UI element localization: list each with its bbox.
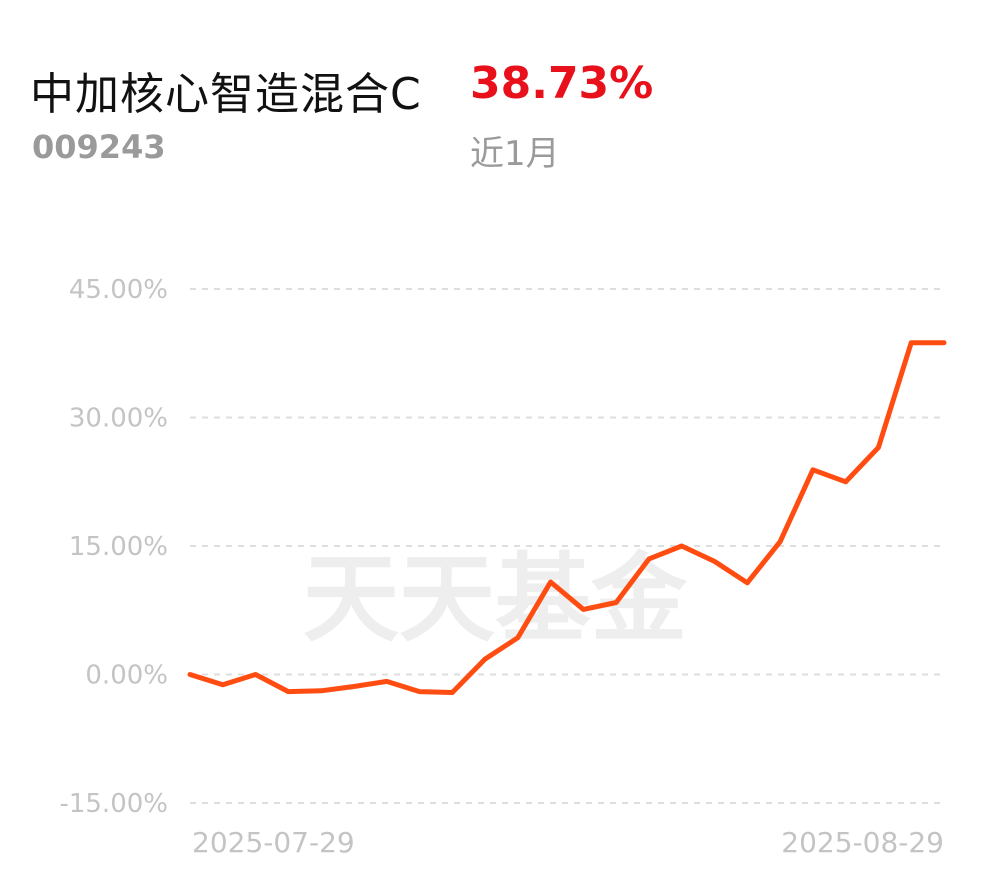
fund-return-value: 38.73% [470, 58, 654, 109]
fund-name: 中加核心智造混合C [30, 69, 422, 120]
fund-code: 009243 [32, 128, 166, 166]
watermark: 天天基金 [303, 542, 688, 655]
series-line [187, 340, 947, 695]
x-tick-label-start: 2025-07-29 [192, 826, 355, 859]
fund-header: 中加核心智造混合C 38.73% 009243 近1月 [0, 0, 990, 200]
x-tick-label-end: 2025-08-29 [781, 826, 944, 859]
y-tick-label: -15.00% [59, 789, 168, 819]
y-tick-label: 15.00% [69, 532, 168, 562]
y-tick-label: 0.00% [85, 661, 168, 691]
period-label[interactable]: 近1月 [470, 134, 560, 174]
series-layer [187, 340, 947, 695]
y-axis-ticks: 45.00% 30.00% 15.00% 0.00% -15.00% [59, 275, 168, 819]
chart-grid [190, 288, 944, 804]
y-tick-label: 45.00% [69, 275, 168, 305]
y-tick-label: 30.00% [69, 404, 168, 434]
